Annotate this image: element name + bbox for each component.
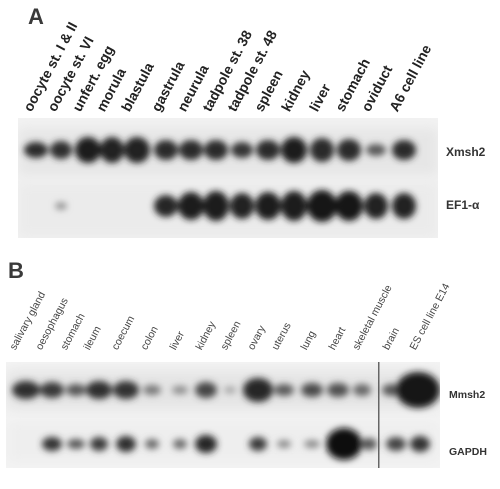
band-label-ef1-alpha: EF1-α (446, 198, 480, 212)
gapdh-band (361, 438, 377, 450)
band-label-gapdh: GAPDH (449, 446, 487, 458)
mmsh2-band (327, 383, 349, 397)
gapdh-band (42, 437, 62, 451)
lane-label: coecum (109, 313, 138, 352)
gapdh-band (326, 428, 362, 460)
ef1-alpha-band (203, 191, 229, 221)
xmsh2-band (231, 142, 253, 158)
xmsh2-band (100, 137, 124, 163)
panel-a-letter: A (28, 4, 44, 29)
ef1-alpha-band (178, 192, 204, 220)
xmsh2-band (281, 137, 307, 163)
gapdh-band (145, 439, 159, 449)
gapdh-band (173, 439, 187, 449)
gapdh-band (249, 437, 267, 451)
ef1-alpha-band (281, 191, 307, 221)
lane-label: uterus (269, 320, 294, 352)
xmsh2-band (310, 138, 334, 162)
panel-b-letter: B (8, 258, 24, 283)
xmsh2-band (124, 137, 150, 163)
ef1-alpha-band (230, 193, 254, 219)
mmsh2-band (172, 386, 188, 394)
band-label-mmsh2: Mmsh2 (449, 389, 486, 401)
blot-splice-line (378, 362, 380, 468)
lane-label: A6 cell line (385, 41, 435, 114)
gapdh-band (277, 440, 291, 448)
lane-label: brain (380, 325, 402, 352)
gapdh-band (116, 436, 136, 452)
ef1-alpha-band (255, 192, 281, 220)
mmsh2-band (301, 383, 323, 397)
gapdh-band (90, 437, 108, 451)
mmsh2-band (243, 378, 273, 402)
xmsh2-band (366, 144, 386, 156)
xmsh2-band (392, 140, 416, 160)
lane-label: liver (305, 81, 334, 114)
mmsh2-band (396, 372, 440, 408)
lane-label: ileum (81, 324, 104, 352)
panel-a-blot-image (18, 118, 438, 238)
panel-b-blot-image (6, 362, 440, 468)
panel-b-blot (6, 362, 440, 468)
lane-label: liver (167, 329, 188, 352)
mmsh2-band (66, 384, 86, 396)
lane-label: spleen (218, 319, 244, 352)
lane-label: lung (298, 328, 319, 352)
mmsh2-band (224, 387, 236, 393)
gapdh-band (67, 439, 85, 449)
mmsh2-band (86, 381, 112, 399)
lane-label: ES cell line E14 (407, 281, 453, 352)
ef1-alpha-band (335, 191, 363, 221)
lane-label: colon (138, 324, 161, 352)
mmsh2-band (12, 381, 40, 399)
lane-label: kidney (193, 319, 219, 352)
mmsh2-band (195, 382, 217, 398)
gapdh-band (195, 435, 217, 453)
xmsh2-band (154, 140, 178, 160)
mmsh2-band (40, 382, 64, 398)
gapdh-band (304, 440, 320, 448)
xmsh2-band (204, 140, 228, 160)
ef1-alpha-band (307, 190, 337, 222)
xmsh2-band (337, 139, 361, 161)
ef1-alpha-band (364, 193, 388, 219)
mmsh2-band (353, 384, 371, 396)
ef1-alpha-band (154, 195, 178, 217)
xmsh2-band (256, 140, 280, 160)
ef1-alpha-band (392, 193, 416, 219)
lane-label: heart (326, 325, 349, 352)
gapdh-band (410, 436, 430, 452)
mmsh2-band (274, 384, 294, 396)
mmsh2-band (143, 385, 161, 395)
ef1-alpha-band (55, 202, 67, 210)
mmsh2-band (113, 381, 139, 399)
panel-a-blot (18, 118, 438, 238)
band-label-xmsh2: Xmsh2 (446, 145, 486, 159)
xmsh2-band (75, 137, 101, 163)
xmsh2-band (24, 142, 48, 158)
xmsh2-band (179, 140, 203, 160)
gapdh-band (386, 437, 406, 451)
lane-label: ovary (245, 323, 269, 352)
xmsh2-band (50, 141, 72, 159)
